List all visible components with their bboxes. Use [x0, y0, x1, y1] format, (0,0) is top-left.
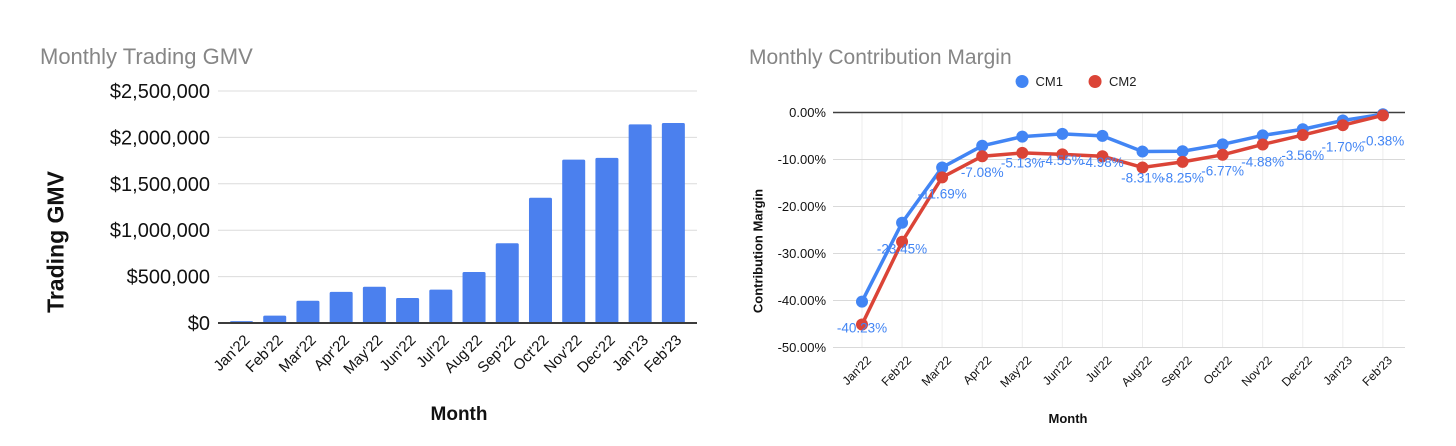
cm2-point[interactable] — [1336, 119, 1349, 132]
cm2-point[interactable] — [1176, 155, 1189, 168]
bar[interactable] — [429, 289, 453, 323]
y-tick-label: -20.00% — [778, 199, 827, 214]
legend: CM1 CM2 — [1015, 74, 1136, 89]
cm2-point[interactable] — [976, 150, 989, 163]
y-tick-label: -50.00% — [778, 340, 827, 355]
data-label: -40.23% — [837, 321, 887, 336]
cm2-point[interactable] — [896, 235, 909, 248]
x-tick-label: Jan'22 — [839, 353, 874, 388]
bar[interactable] — [595, 157, 619, 323]
x-tick-label: Jun'22 — [1040, 353, 1075, 388]
cm-chart-title: Monthly Contribution Margin — [749, 46, 1012, 69]
legend-item-cm2[interactable]: CM2 — [1089, 74, 1136, 89]
x-tick-label: Jul'22 — [1083, 353, 1115, 385]
cm2-point[interactable] — [1216, 148, 1229, 161]
x-tick-label: Mar'22 — [919, 353, 955, 389]
y-tick-label: $1,500,000 — [110, 174, 210, 196]
data-label: -5.13% — [1001, 156, 1044, 171]
x-tick-label: Dec'22 — [1279, 353, 1315, 389]
cm2-point[interactable] — [1296, 129, 1309, 142]
y-tick-label: 0.00% — [789, 105, 826, 120]
x-tick-label: Apr'22 — [960, 353, 994, 387]
data-label: -4.98% — [1081, 155, 1124, 170]
legend-label-cm2: CM2 — [1109, 74, 1137, 89]
x-tick-label: May'22 — [997, 353, 1034, 390]
y-tick-label: -40.00% — [778, 293, 827, 308]
bar[interactable] — [528, 197, 552, 323]
cm1-point[interactable] — [1096, 129, 1109, 142]
data-label: -7.08% — [961, 165, 1004, 180]
data-label: -0.38% — [1362, 133, 1405, 148]
y-tick-label: $2,500,000 — [110, 81, 210, 103]
cm2-point[interactable] — [936, 171, 949, 184]
cm1-point[interactable] — [1256, 129, 1269, 142]
bar[interactable] — [296, 300, 320, 323]
cm2-point[interactable] — [1376, 109, 1389, 122]
bar[interactable] — [628, 124, 652, 324]
bar[interactable] — [263, 315, 287, 323]
x-tick-label: Sep'22 — [1159, 353, 1195, 389]
cm1-point[interactable] — [1136, 145, 1149, 158]
cm2-series-dot-icon — [1089, 75, 1102, 88]
cm2-point[interactable] — [1256, 138, 1269, 151]
y-tick-label: -10.00% — [778, 152, 827, 167]
legend-item-cm1[interactable]: CM1 — [1015, 74, 1063, 89]
bar[interactable] — [396, 297, 420, 323]
cm2-point[interactable] — [1056, 148, 1069, 161]
data-label: -6.77% — [1201, 163, 1244, 178]
cm2-line — [860, 113, 1385, 327]
bar[interactable] — [329, 291, 353, 323]
bar[interactable] — [562, 159, 586, 323]
cm2-point[interactable] — [1096, 150, 1109, 163]
data-label: -1.70% — [1321, 139, 1364, 154]
x-tick-label: Feb'22 — [879, 353, 915, 389]
cm2-point[interactable] — [1016, 146, 1029, 159]
bar[interactable] — [362, 286, 386, 323]
x-tick-label: Feb'23 — [1359, 353, 1395, 389]
y-tick-label: $2,000,000 — [110, 127, 210, 149]
bar[interactable] — [661, 123, 685, 324]
cm1-point[interactable] — [1216, 138, 1229, 151]
data-label: -4.88% — [1241, 154, 1284, 169]
x-tick-label: Nov'22 — [1239, 353, 1275, 389]
cm-y-axis-title: Contribution Margin — [750, 188, 766, 314]
cm2-point[interactable] — [1136, 161, 1149, 174]
legend-label-cm1: CM1 — [1035, 74, 1063, 89]
x-tick-label: Aug'22 — [1119, 353, 1155, 389]
cm1-line — [860, 112, 1385, 304]
data-label: -11.69% — [917, 186, 966, 201]
data-label: -8.31% — [1121, 171, 1164, 186]
cm2-point[interactable] — [856, 318, 868, 331]
gmv-y-axis-title: Trading GMV — [42, 171, 69, 313]
cm1-point[interactable] — [1056, 127, 1069, 140]
cm1-point[interactable] — [936, 161, 949, 174]
bar[interactable] — [495, 243, 519, 323]
y-tick-label: $0 — [188, 313, 210, 335]
cm1-point[interactable] — [896, 216, 909, 229]
cm-x-axis-title: Month — [1048, 411, 1088, 426]
x-tick-label: Jan'23 — [1320, 353, 1355, 388]
gmv-chart-title: Monthly Trading GMV — [40, 44, 253, 69]
cm1-point[interactable] — [976, 139, 989, 152]
x-tick-label: Oct'22 — [1201, 353, 1235, 387]
data-label: -3.56% — [1281, 148, 1324, 163]
cm1-point[interactable] — [856, 295, 868, 308]
data-label: -4.55% — [1041, 153, 1084, 168]
y-tick-label: $1,000,000 — [110, 220, 210, 242]
data-label: -8.25% — [1161, 170, 1204, 185]
cm1-point[interactable] — [1176, 145, 1189, 158]
cm1-series-dot-icon — [1015, 75, 1029, 88]
bar[interactable] — [462, 271, 486, 323]
y-tick-label: $500,000 — [127, 267, 210, 289]
gmv-x-axis-title: Month — [430, 404, 488, 425]
data-label: -23.45% — [877, 242, 927, 257]
y-tick-label: -30.00% — [778, 246, 827, 261]
cm1-point[interactable] — [1016, 130, 1029, 143]
